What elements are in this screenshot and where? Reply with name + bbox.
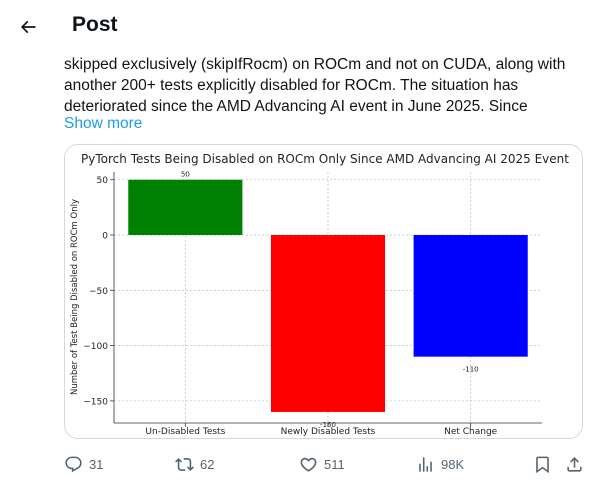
views-icon — [419, 456, 432, 472]
media-image[interactable]: PyTorch Tests Being Disabled on ROCm Onl… — [64, 144, 583, 439]
y-tick-label: 50 — [97, 176, 109, 186]
chart-title: PyTorch Tests Being Disabled on ROCm Onl… — [81, 152, 569, 166]
views-button[interactable]: 98K — [416, 452, 464, 476]
like-button[interactable]: 511 — [299, 452, 345, 476]
share-button[interactable] — [565, 452, 584, 476]
top-bar: Post — [0, 0, 599, 54]
repost-button[interactable]: 62 — [175, 452, 214, 476]
arrow-left-icon — [20, 20, 36, 34]
tweet-line: deteriorated since the AMD Advancing AI … — [64, 98, 528, 115]
like-count: 511 — [324, 456, 345, 472]
y-tick-label: −100 — [83, 342, 108, 352]
x-tick-label: Un-Disabled Tests — [145, 427, 225, 437]
data-label: 50 — [181, 171, 190, 179]
x-tick-label: Net Change — [444, 427, 498, 437]
tweet-line: another 200+ tests explicitly disabled f… — [64, 77, 519, 94]
y-tick-label: 0 — [102, 232, 108, 242]
bar — [413, 235, 528, 357]
reply-button[interactable]: 31 — [64, 452, 103, 476]
show-more-link[interactable]: Show more — [64, 115, 143, 132]
share-icon — [567, 456, 582, 472]
repost-icon — [175, 457, 194, 471]
bookmark-button[interactable] — [533, 452, 552, 476]
data-label: -110 — [463, 366, 479, 374]
action-bar: 31 62 511 98K — [0, 446, 599, 482]
repost-count: 62 — [200, 456, 215, 472]
reply-icon — [65, 456, 82, 472]
y-axis-label: Number of Test Being Disabled on ROCm On… — [70, 199, 80, 395]
heart-icon — [300, 457, 317, 472]
bar — [270, 235, 386, 412]
view-count: 98K — [441, 456, 465, 472]
y-tick-label: −50 — [89, 287, 108, 297]
reply-count: 31 — [89, 456, 104, 472]
y-tick-label: −150 — [83, 397, 108, 407]
bar — [128, 179, 243, 236]
bookmark-icon — [536, 456, 549, 473]
tweet-line: skipped exclusively (skipIfRocm) on ROCm… — [64, 56, 566, 73]
tweet-text: skipped exclusively (skipIfRocm) on ROCm… — [64, 54, 584, 117]
bar-chart: PyTorch Tests Being Disabled on ROCm Onl… — [70, 152, 569, 437]
page-title: Post — [72, 13, 118, 36]
x-tick-label: Newly Disabled Tests — [281, 427, 376, 437]
back-button[interactable] — [8, 7, 48, 47]
